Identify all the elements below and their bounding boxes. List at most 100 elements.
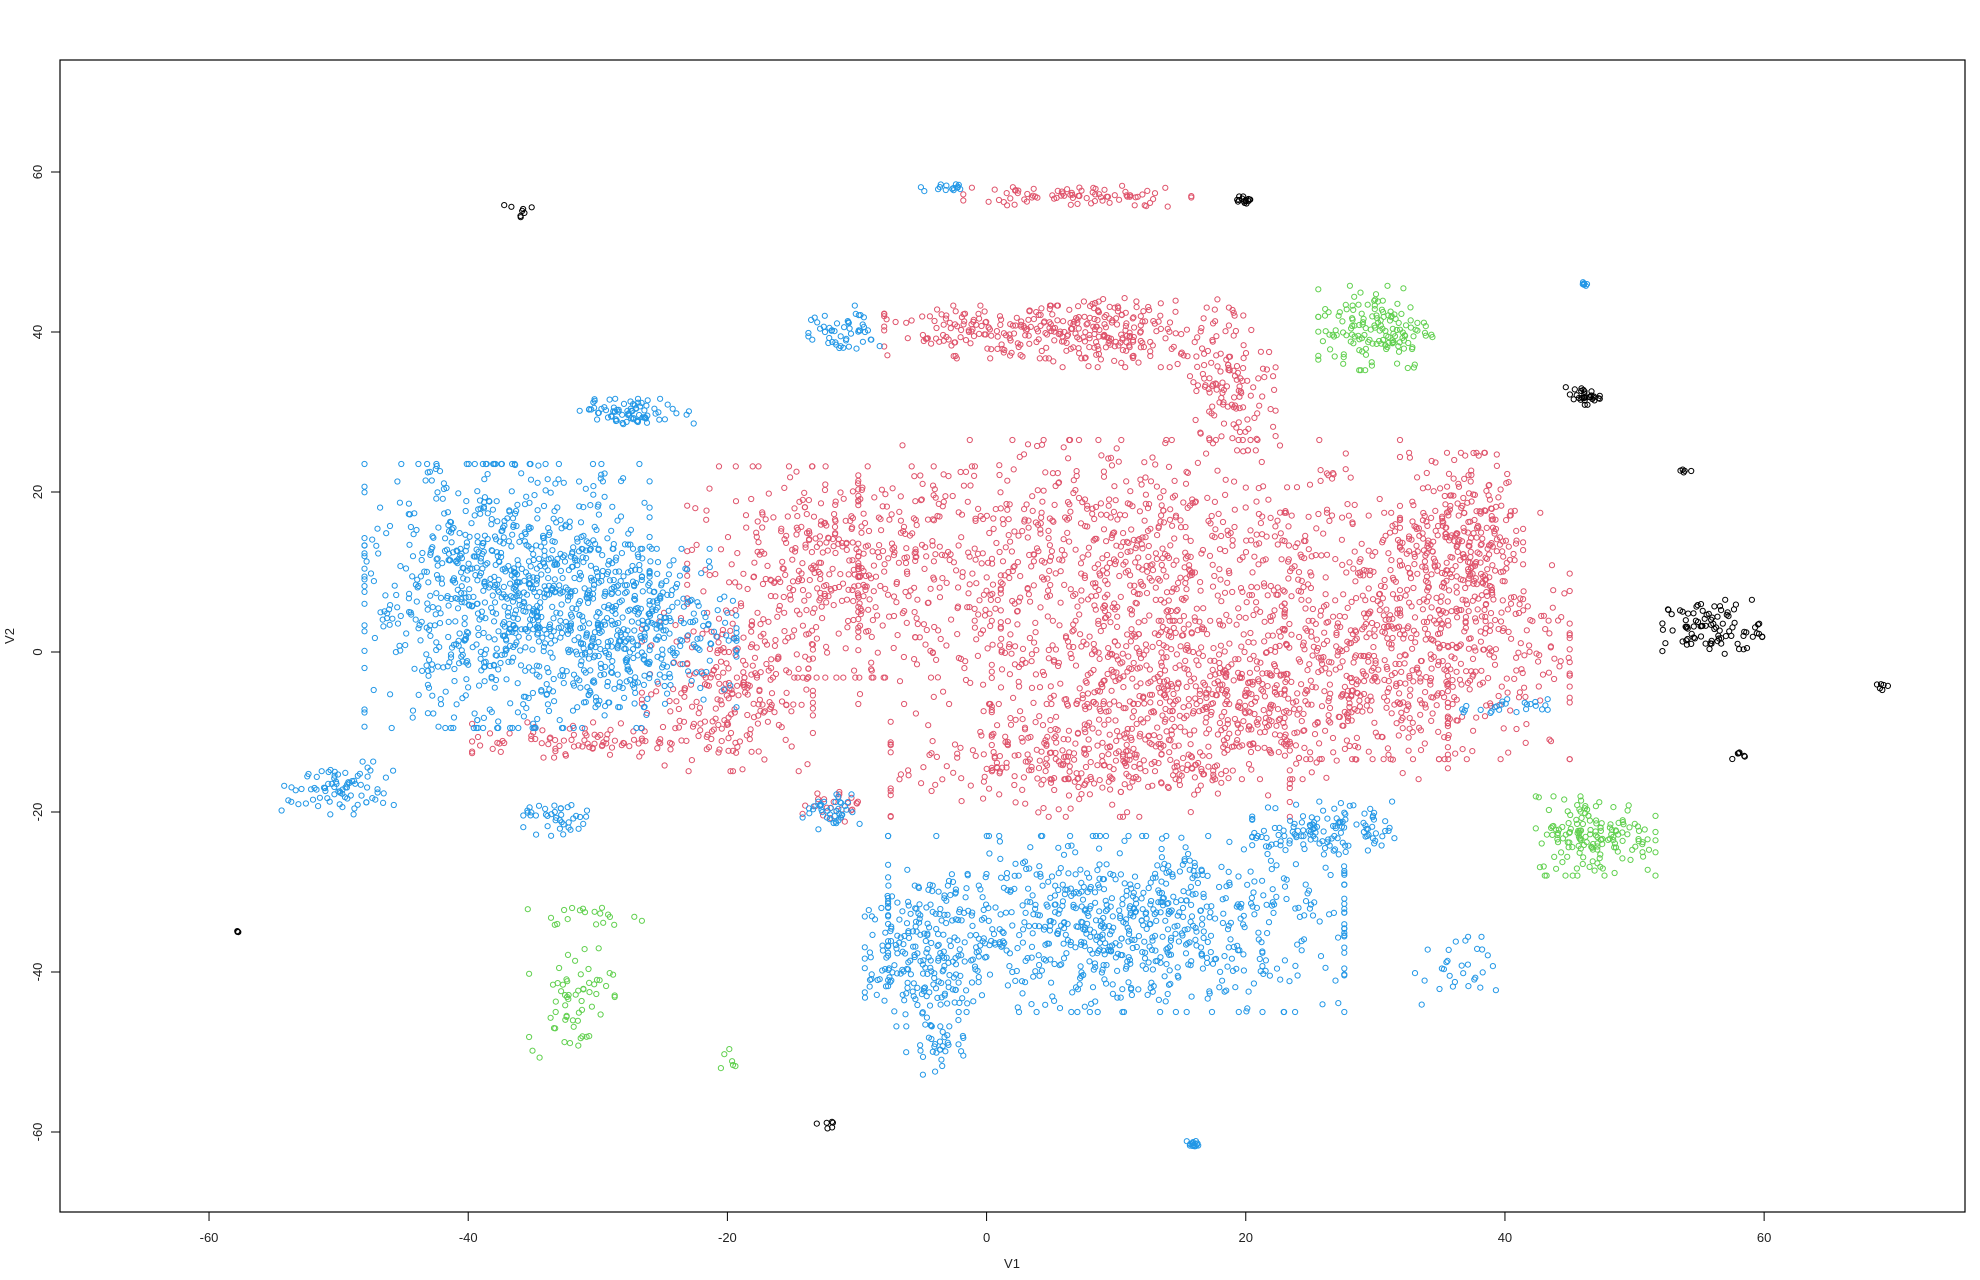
data-point [1034, 775, 1041, 782]
data-point [1084, 502, 1091, 509]
data-point [781, 484, 788, 491]
data-point [1258, 458, 1265, 466]
data-point [1226, 640, 1233, 647]
data-point [1165, 463, 1173, 470]
data-point [497, 659, 504, 667]
data-point [991, 186, 998, 193]
data-point [1214, 467, 1221, 474]
data-point [1274, 706, 1282, 713]
data-point [1136, 508, 1144, 515]
data-point [1312, 684, 1319, 691]
data-point [789, 578, 797, 585]
data-point [1475, 524, 1482, 531]
data-point [1026, 634, 1034, 642]
data-point [1064, 529, 1071, 537]
data-point [1477, 638, 1485, 645]
data-point [1444, 744, 1452, 751]
data-point [657, 740, 664, 747]
data-point [719, 631, 726, 638]
data-point [997, 586, 1004, 593]
data-point [1348, 598, 1355, 606]
data-point [475, 631, 482, 639]
data-point [1044, 575, 1051, 582]
data-point [892, 318, 899, 326]
data-point [1412, 639, 1419, 646]
data-point [855, 548, 863, 556]
data-point [1186, 373, 1194, 380]
data-point [1545, 669, 1553, 676]
data-point [1255, 375, 1262, 382]
data-point [1557, 658, 1564, 665]
data-point [1323, 551, 1331, 558]
data-point [1379, 628, 1386, 635]
data-point [1312, 620, 1319, 628]
data-point [646, 533, 653, 541]
data-point [931, 623, 938, 631]
data-point [878, 527, 885, 534]
data-point [1177, 643, 1184, 650]
data-point [1479, 679, 1487, 686]
data-point [437, 701, 445, 708]
data-point [869, 617, 877, 624]
data-point [1072, 662, 1080, 669]
data-point [1229, 542, 1236, 549]
data-point [928, 340, 935, 347]
data-point [724, 719, 731, 726]
data-point [419, 549, 426, 557]
data-point [1190, 379, 1197, 386]
data-point [1037, 604, 1044, 611]
data-point [1112, 677, 1119, 685]
data-point [1561, 590, 1568, 597]
data-point [791, 505, 798, 512]
data-point [831, 510, 838, 518]
data-point [723, 721, 731, 729]
data-point [1143, 662, 1150, 669]
data-point [785, 634, 792, 641]
data-point [1326, 681, 1334, 688]
data-point [930, 492, 937, 499]
data-point [1091, 602, 1098, 609]
data-point [887, 749, 894, 756]
data-point [897, 771, 905, 778]
data-point [995, 700, 1002, 708]
data-point [912, 546, 919, 553]
data-point [950, 302, 957, 309]
data-point [760, 709, 767, 716]
data-point [704, 731, 711, 738]
data-point [748, 618, 756, 625]
data-point [748, 671, 755, 678]
data-point [545, 707, 553, 715]
data-point [903, 554, 911, 561]
data-point [1420, 596, 1427, 603]
data-point [930, 482, 937, 489]
data-point [865, 527, 873, 535]
data-point [791, 674, 798, 681]
data-point [1482, 618, 1489, 625]
data-point [631, 627, 638, 634]
data-point [729, 768, 737, 775]
data-point [1036, 684, 1044, 691]
data-point [1240, 342, 1247, 349]
data-point [1132, 545, 1139, 552]
data-point [835, 630, 842, 637]
data-point [1061, 551, 1068, 558]
data-point [1142, 500, 1149, 507]
data-point [1081, 574, 1089, 582]
data-point [1225, 567, 1233, 575]
data-point [1520, 539, 1527, 546]
data-point [495, 666, 502, 673]
data-point [748, 495, 755, 503]
data-point [1170, 561, 1177, 568]
data-point [1324, 637, 1331, 645]
data-point [917, 472, 924, 479]
data-point [1191, 791, 1198, 798]
data-point [469, 738, 476, 745]
data-point [955, 654, 963, 662]
data-point [1028, 684, 1036, 692]
data-point [850, 616, 857, 624]
data-point [1346, 742, 1353, 750]
data-point [1524, 603, 1531, 610]
data-point [1193, 387, 1200, 395]
data-point [1114, 603, 1121, 611]
data-point [429, 544, 436, 551]
